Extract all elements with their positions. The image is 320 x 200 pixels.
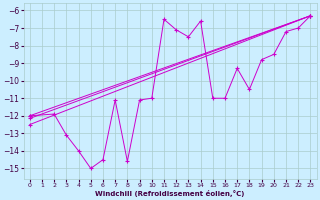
X-axis label: Windchill (Refroidissement éolien,°C): Windchill (Refroidissement éolien,°C) xyxy=(95,190,245,197)
